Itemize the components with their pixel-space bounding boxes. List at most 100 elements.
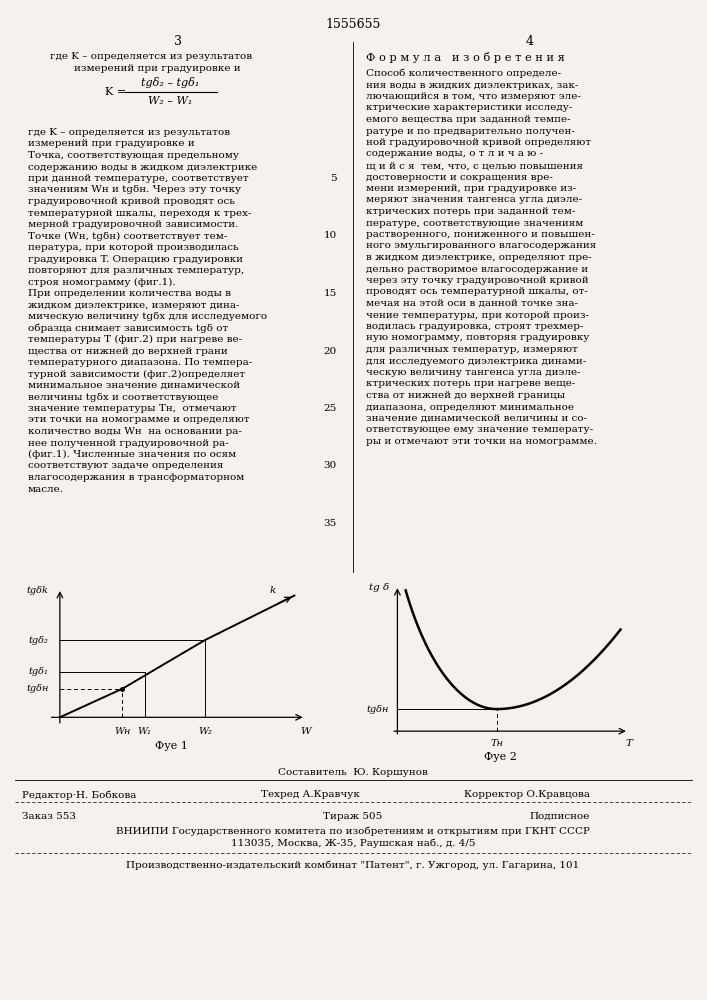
Text: содержанию воды в жидком диэлектрике: содержанию воды в жидком диэлектрике <box>28 162 257 172</box>
Text: 25: 25 <box>324 404 337 413</box>
Text: где K – определяется из результатов: где K – определяется из результатов <box>28 128 230 137</box>
Text: значение динамической величины и со-: значение динамической величины и со- <box>366 414 587 423</box>
Text: ктрические характеристики исследу-: ктрические характеристики исследу- <box>366 104 573 112</box>
Text: значение температуры Tн,  отмечают: значение температуры Tн, отмечают <box>28 404 237 413</box>
Text: Производственно-издательский комбинат "Патент", г. Ужгород, ул. Гагарина, 101: Производственно-издательский комбинат "П… <box>127 861 580 870</box>
Text: 113035, Москва, Ж-35, Раушская наб., д. 4/5: 113035, Москва, Ж-35, Раушская наб., д. … <box>230 839 475 848</box>
Text: ства от нижней до верхней границы: ства от нижней до верхней границы <box>366 391 565 400</box>
Text: tgδн: tgδн <box>367 705 389 714</box>
Text: W₁: W₁ <box>138 727 152 736</box>
Text: K =: K = <box>105 87 127 97</box>
Text: количество воды Wн  на основании ра-: количество воды Wн на основании ра- <box>28 427 242 436</box>
Text: растворенного, пониженного и повышен-: растворенного, пониженного и повышен- <box>366 230 595 239</box>
Text: 4: 4 <box>526 35 534 48</box>
Text: Wн: Wн <box>115 727 131 736</box>
Text: проводят ось температурной шкалы, от-: проводят ось температурной шкалы, от- <box>366 288 588 296</box>
Text: нее полученной градуировочной ра-: нее полученной градуировочной ра- <box>28 438 229 448</box>
Text: водилась градуировка, строят трехмер-: водилась градуировка, строят трехмер- <box>366 322 583 331</box>
Text: для исследуемого диэлектрика динами-: для исследуемого диэлектрика динами- <box>366 357 586 365</box>
Text: Тираж 505: Тираж 505 <box>323 812 382 821</box>
Text: W₂: W₂ <box>198 727 212 736</box>
Text: T: T <box>626 739 632 748</box>
Text: W: W <box>300 727 311 736</box>
Text: ной градуировочной кривой определяют: ной градуировочной кривой определяют <box>366 138 591 147</box>
Text: Заказ 553: Заказ 553 <box>22 812 76 821</box>
Text: мечая на этой оси в данной точке зна-: мечая на этой оси в данной точке зна- <box>366 299 578 308</box>
Text: измерений при градуировке и: измерений при градуировке и <box>28 139 194 148</box>
Text: мическую величину tgδх для исследуемого: мическую величину tgδх для исследуемого <box>28 312 267 321</box>
Text: диапазона, определяют минимальное: диапазона, определяют минимальное <box>366 402 574 412</box>
Text: 30: 30 <box>324 462 337 471</box>
Text: при данной температуре, соответствует: при данной температуре, соответствует <box>28 174 249 183</box>
Text: 35: 35 <box>324 519 337 528</box>
Text: Техред А.Кравчук: Техред А.Кравчук <box>261 790 359 799</box>
Text: ВНИИПИ Государственного комитета по изобретениям и открытиям при ГКНТ СССР: ВНИИПИ Государственного комитета по изоб… <box>116 826 590 836</box>
Text: 1555655: 1555655 <box>325 18 380 31</box>
Text: температурного диапазона. По темпера-: температурного диапазона. По темпера- <box>28 358 252 367</box>
Text: строя номограмму (фиг.1).: строя номограмму (фиг.1). <box>28 277 175 287</box>
Text: tgδ₂ – tgδ₁: tgδ₂ – tgδ₁ <box>141 78 199 89</box>
Text: масле.: масле. <box>28 485 64 493</box>
Text: 15: 15 <box>324 289 337 298</box>
Text: щества от нижней до верхней грани: щества от нижней до верхней грани <box>28 347 228 356</box>
Text: 20: 20 <box>324 347 337 356</box>
Text: ную номограмму, повторяя градуировку: ную номограмму, повторяя градуировку <box>366 334 590 342</box>
Text: мерной градуировочной зависимости.: мерной градуировочной зависимости. <box>28 220 238 229</box>
Text: емого вещества при заданной темпе-: емого вещества при заданной темпе- <box>366 115 571 124</box>
Text: 10: 10 <box>324 232 337 240</box>
Text: k: k <box>270 586 276 595</box>
Text: измерений при градуировке и: измерений при градуировке и <box>74 64 240 73</box>
Text: пературе, соответствующие значениям: пературе, соответствующие значениям <box>366 219 583 228</box>
Text: повторяют для различных температур,: повторяют для различных температур, <box>28 266 244 275</box>
Text: влагосодержания в трансформаторном: влагосодержания в трансформаторном <box>28 473 245 482</box>
Text: tgδ₁: tgδ₁ <box>29 667 49 676</box>
Text: ры и отмечают эти точки на номограмме.: ры и отмечают эти точки на номограмме. <box>366 437 597 446</box>
Text: (фиг.1). Численные значения по осям: (фиг.1). Численные значения по осям <box>28 450 236 459</box>
Text: градуировочной кривой проводят ось: градуировочной кривой проводят ось <box>28 197 235 206</box>
Text: 3: 3 <box>174 35 182 48</box>
Text: W₂ – W₁: W₂ – W₁ <box>148 96 192 106</box>
Text: Tн: Tн <box>490 739 503 748</box>
Text: содержание воды, о т л и ч а ю -: содержание воды, о т л и ч а ю - <box>366 149 543 158</box>
Text: ного эмульгированного влагосодержания: ного эмульгированного влагосодержания <box>366 241 596 250</box>
Text: величины tgδх и соответствующее: величины tgδх и соответствующее <box>28 392 218 401</box>
Text: ческую величину тангенса угла диэле-: ческую величину тангенса угла диэле- <box>366 368 580 377</box>
Text: Способ количественного определе-: Способ количественного определе- <box>366 69 561 79</box>
Text: Составитель  Ю. Коршунов: Составитель Ю. Коршунов <box>278 768 428 777</box>
Text: 5: 5 <box>330 174 337 183</box>
Text: tgδk: tgδk <box>27 586 49 595</box>
Text: значениям Wн и tgδн. Через эту точку: значениям Wн и tgδн. Через эту точку <box>28 186 241 194</box>
Text: дельно растворимое влагосодержание и: дельно растворимое влагосодержание и <box>366 264 588 273</box>
Text: пература, при которой производилась: пература, при которой производилась <box>28 243 239 252</box>
Text: соответствуют задаче определения: соответствуют задаче определения <box>28 462 223 471</box>
Text: Редактор·Н. Бобкова: Редактор·Н. Бобкова <box>22 790 136 800</box>
Text: При определении количества воды в: При определении количества воды в <box>28 289 231 298</box>
Text: ния воды в жидких диэлектриках, зак-: ния воды в жидких диэлектриках, зак- <box>366 81 578 90</box>
Text: где K – определяется из результатов: где K – определяется из результатов <box>50 52 252 61</box>
Text: tgδн: tgδн <box>26 684 49 693</box>
Text: tgδ₂: tgδ₂ <box>29 636 49 645</box>
Text: Ф о р м у л а   и з о б р е т е н и я: Ф о р м у л а и з о б р е т е н и я <box>366 52 565 63</box>
Text: турной зависимости (фиг.2)определяет: турной зависимости (фиг.2)определяет <box>28 369 245 379</box>
Text: температуры T (фиг.2) при нагреве ве-: температуры T (фиг.2) при нагреве ве- <box>28 335 242 344</box>
Text: достоверности и сокращения вре-: достоверности и сокращения вре- <box>366 172 553 182</box>
Text: щ и й с я  тем, что, с целью повышения: щ и й с я тем, что, с целью повышения <box>366 161 583 170</box>
Text: ответствующее ему значение температу-: ответствующее ему значение температу- <box>366 426 593 434</box>
Text: минимальное значение динамической: минимальное значение динамической <box>28 381 240 390</box>
Text: ратуре и по предварительно получен-: ратуре и по предварительно получен- <box>366 126 575 135</box>
Text: эти точки на номограмме и определяют: эти точки на номограмме и определяют <box>28 416 250 424</box>
Text: меряют значения тангенса угла диэле-: меряют значения тангенса угла диэле- <box>366 196 582 205</box>
Text: для различных температур, измеряют: для различных температур, измеряют <box>366 345 578 354</box>
Text: образца снимает зависимость tgδ от: образца снимает зависимость tgδ от <box>28 324 228 333</box>
Text: Корректор О.Кравцова: Корректор О.Кравцова <box>464 790 590 799</box>
Text: в жидком диэлектрике, определяют пре-: в жидком диэлектрике, определяют пре- <box>366 253 592 262</box>
Text: Точка, соответствующая предельному: Точка, соответствующая предельному <box>28 151 239 160</box>
Text: мени измерений, при градуировке из-: мени измерений, при градуировке из- <box>366 184 576 193</box>
Text: жидком диэлектрике, измеряют дина-: жидком диэлектрике, измеряют дина- <box>28 300 240 310</box>
Text: ктрических потерь при нагреве веще-: ктрических потерь при нагреве веще- <box>366 379 575 388</box>
Text: градуировка T. Операцию градуировки: градуировка T. Операцию градуировки <box>28 254 243 263</box>
Text: tg δ: tg δ <box>369 583 389 592</box>
Text: чение температуры, при которой произ-: чение температуры, при которой произ- <box>366 310 589 320</box>
Text: Точке (Wн, tgδн) соответствует тем-: Точке (Wн, tgδн) соответствует тем- <box>28 232 228 241</box>
Text: ктрических потерь при заданной тем-: ктрических потерь при заданной тем- <box>366 207 575 216</box>
